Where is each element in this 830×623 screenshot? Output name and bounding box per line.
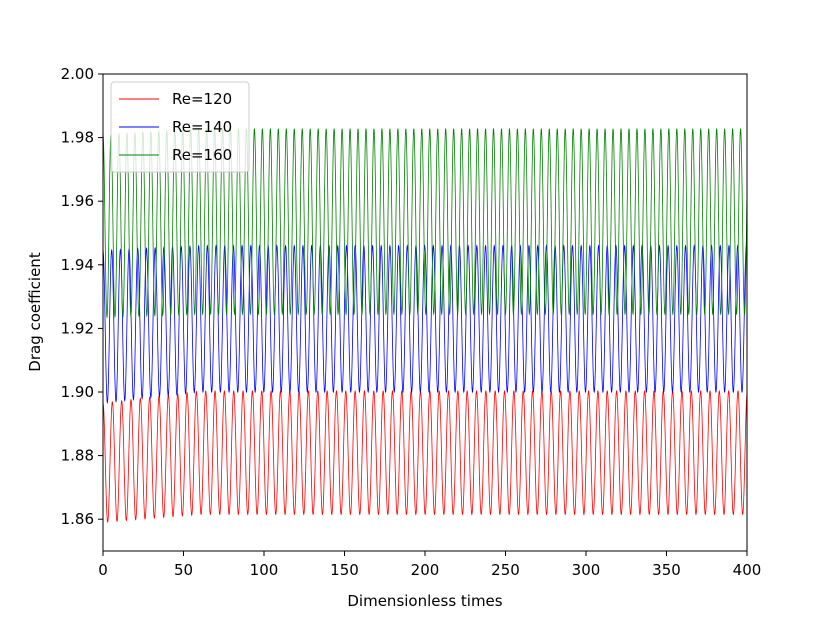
x-tick-label: 0: [98, 561, 108, 579]
y-tick-label: 1.90: [61, 383, 94, 401]
y-tick-label: 1.88: [61, 447, 94, 465]
y-axis: 1.86 1.88 1.90 1.92 1.94 1.96 1.98 2.00: [61, 65, 103, 528]
y-tick-label: 2.00: [61, 65, 94, 83]
x-axis-label: Dimensionless times: [347, 592, 502, 610]
y-axis-label: Drag coefficient: [26, 252, 44, 372]
x-tick-label: 300: [572, 561, 601, 579]
legend-label: Re=160: [172, 146, 232, 164]
x-tick-label: 50: [174, 561, 193, 579]
x-tick-label: 350: [652, 561, 681, 579]
y-tick-label: 1.92: [61, 319, 94, 337]
legend: Re=120 Re=140 Re=160: [110, 81, 250, 173]
x-tick-label: 250: [491, 561, 520, 579]
y-tick-label: 1.94: [61, 256, 94, 274]
x-axis: 0 50 100 150 200 250 300 350 400: [98, 551, 761, 579]
legend-label: Re=140: [172, 118, 232, 136]
x-tick-label: 400: [733, 561, 762, 579]
y-tick-label: 1.96: [61, 192, 94, 210]
y-tick-label: 1.98: [61, 129, 94, 147]
legend-box: [110, 81, 250, 173]
x-tick-label: 200: [411, 561, 440, 579]
series-line-3: [103, 128, 747, 319]
legend-label: Re=120: [172, 90, 232, 108]
x-tick-label: 150: [330, 561, 359, 579]
y-tick-label: 1.86: [61, 510, 94, 528]
series-line-1: [103, 390, 747, 523]
series-line-2: [103, 244, 747, 404]
x-tick-label: 100: [250, 561, 279, 579]
